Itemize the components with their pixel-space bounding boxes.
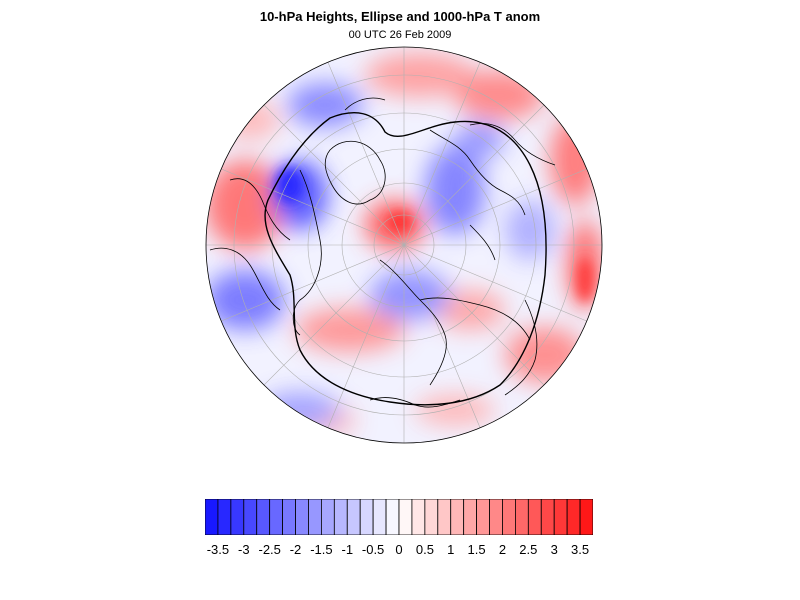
colorbar-bin [282, 499, 296, 535]
colorbar-bin [527, 499, 542, 535]
colorbar-bin [476, 499, 490, 535]
polar-map [205, 46, 603, 444]
colorbar-tick-label: -2 [289, 542, 302, 557]
colorbar-tick-label: -3 [238, 542, 250, 557]
colorbar-bin [217, 499, 232, 535]
colorbar-bin [385, 499, 400, 535]
colorbar-bin [463, 499, 478, 535]
colorbar-tick-label: 2.5 [519, 542, 538, 557]
colorbar-tick-label: -1 [341, 542, 354, 557]
colorbar-bin [424, 499, 439, 535]
colorbar-bin [553, 499, 568, 535]
colorbar-bin [359, 499, 374, 535]
colorbar-tick-label: 1 [447, 542, 455, 557]
colorbar-tick-label: 0 [395, 542, 403, 557]
colorbar-tick-label: 3.5 [571, 542, 590, 557]
colorbar-labels: -3.5 -3 -2.5 -2 -1.5 -1 -0.5 0 0.5 1 1.5 2 2.5 3 3.5 [0, 542, 800, 560]
coastlines [209, 97, 556, 408]
colorbar-bin [308, 499, 322, 535]
vortex-ellipse-contour [264, 112, 547, 406]
colorbar-tick-label: -2.5 [258, 542, 281, 557]
colorbar-bin [346, 499, 361, 535]
colorbar-tick-label: 1.5 [467, 542, 486, 557]
map-disc-border [205, 46, 603, 444]
colorbar-tick-label: 2 [498, 542, 507, 557]
colorbar-bin [243, 499, 258, 535]
colorbar-tick-label: -1.5 [310, 542, 333, 557]
colorbar-bin [205, 499, 219, 535]
colorbar-bin [437, 499, 452, 535]
colorbar-bin [269, 499, 283, 535]
colorbar-bin [411, 499, 426, 535]
colorbar-tick-label: -0.5 [361, 542, 385, 557]
colorbar-bin [321, 499, 335, 535]
colorbar-bin [450, 499, 465, 535]
map-title: 10-hPa Heights, Ellipse and 1000-hPa T a… [259, 9, 541, 24]
colorbar-bin [489, 499, 503, 535]
colorbar-tick-label: 0.5 [415, 542, 434, 557]
colorbar-bin [514, 499, 529, 535]
colorbar-bin [333, 499, 348, 535]
graticule [206, 47, 602, 443]
colorbar-tick-label: -3.5 [206, 542, 230, 557]
colorbar [205, 499, 593, 535]
colorbar-tick-label: 3 [550, 542, 558, 557]
colorbar-bin [566, 499, 581, 535]
colorbar-bin [540, 499, 555, 535]
colorbar-bin [230, 499, 245, 535]
map-subtitle: 00 UTC 26 Feb 2009 [348, 29, 452, 41]
colorbar-bin [372, 499, 387, 535]
colorbar-bin [398, 499, 413, 535]
colorbar-bin [295, 499, 309, 535]
colorbar-bin [579, 499, 593, 535]
colorbar-bin [502, 499, 516, 535]
colorbar-bin [256, 499, 271, 535]
